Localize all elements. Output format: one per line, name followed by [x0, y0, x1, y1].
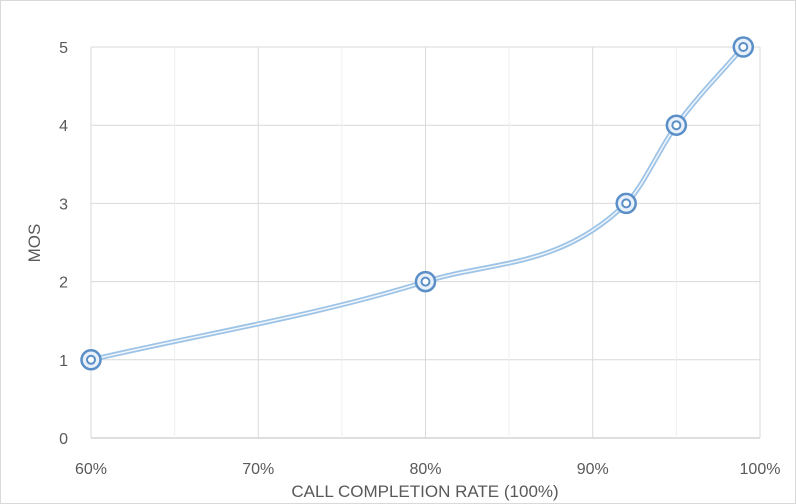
x-tick-label: 80%	[409, 461, 441, 478]
data-point	[732, 36, 755, 58]
data-point	[414, 270, 437, 293]
x-axis-title: CALL COMPLETION RATE (100%)	[291, 482, 558, 501]
x-tick-label: 70%	[242, 461, 274, 478]
data-point	[80, 349, 102, 371]
x-tick-labels: 60% 70% 80% 90% 100%	[75, 461, 780, 478]
grid	[90, 46, 761, 439]
y-tick-label: 3	[59, 196, 68, 213]
y-tick-label: 2	[59, 275, 68, 292]
series-line-highlight	[90, 46, 744, 361]
y-tick-label: 4	[59, 118, 68, 135]
data-point	[665, 114, 688, 136]
x-tick-label: 90%	[577, 461, 609, 478]
y-tick-label: 1	[59, 353, 68, 370]
x-tick-label: 100%	[740, 461, 781, 478]
series	[88, 44, 746, 363]
y-tick-label: 5	[59, 40, 68, 57]
x-tick-label: 60%	[75, 461, 107, 478]
data-markers	[80, 36, 755, 371]
y-tick-label: 0	[59, 431, 68, 448]
data-point	[615, 192, 637, 215]
y-axis-title: MOS	[25, 224, 44, 263]
y-tick-labels: 0 1 2 3 4 5	[59, 40, 68, 448]
